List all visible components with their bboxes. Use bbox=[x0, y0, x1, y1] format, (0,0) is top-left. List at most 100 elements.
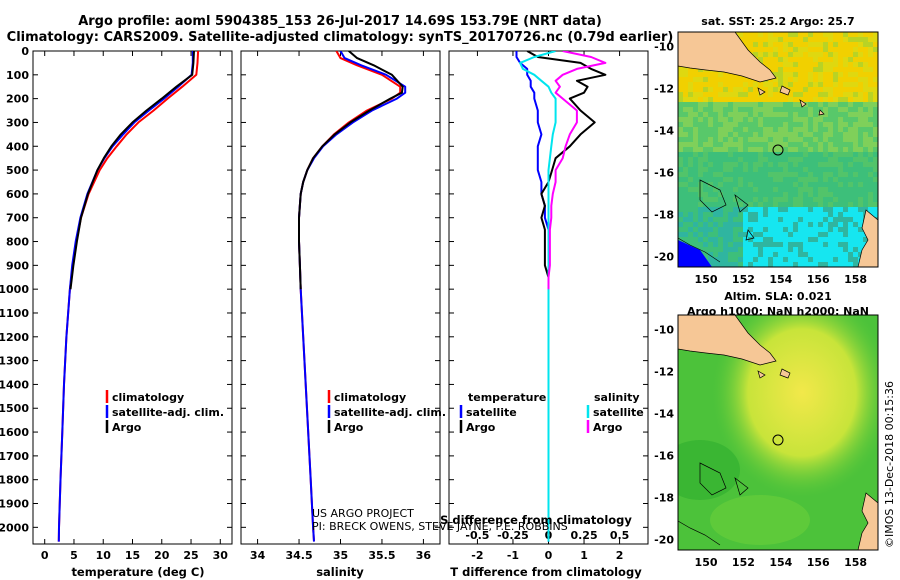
sst-cell bbox=[868, 167, 873, 172]
sst-cell bbox=[718, 212, 723, 217]
sst-cell bbox=[843, 132, 848, 137]
sst-cell bbox=[748, 92, 753, 97]
sst-cell bbox=[693, 92, 698, 97]
sst-cell bbox=[728, 97, 733, 102]
sst-cell bbox=[693, 172, 698, 177]
sst-cell bbox=[843, 57, 848, 62]
sst-cell bbox=[723, 262, 728, 267]
sst-cell bbox=[773, 72, 778, 77]
sst-cell bbox=[783, 62, 788, 67]
sst-cell bbox=[798, 92, 803, 97]
sst-cell bbox=[803, 147, 808, 152]
sst-cell bbox=[733, 152, 738, 157]
sst-cell bbox=[833, 202, 838, 207]
sst-cell bbox=[703, 207, 708, 212]
sst-cell bbox=[838, 162, 843, 167]
sst-cell bbox=[798, 222, 803, 227]
sst-cell bbox=[758, 242, 763, 247]
sst-cell bbox=[838, 62, 843, 67]
sst-cell bbox=[868, 47, 873, 52]
sst-cell bbox=[873, 82, 878, 87]
sst-cell bbox=[803, 142, 808, 147]
sst-cell bbox=[678, 122, 683, 127]
sst-cell bbox=[738, 187, 743, 192]
sst-cell bbox=[853, 77, 858, 82]
sst-cell bbox=[693, 72, 698, 77]
sst-cell bbox=[708, 217, 713, 222]
sst-cell bbox=[833, 97, 838, 102]
sst-cell bbox=[873, 57, 878, 62]
sst-cell bbox=[833, 102, 838, 107]
sst-cell bbox=[773, 37, 778, 42]
sst-cell bbox=[833, 57, 838, 62]
sst-cell bbox=[788, 87, 793, 92]
sst-cell bbox=[783, 242, 788, 247]
sst-cell bbox=[843, 187, 848, 192]
map-lon-label: 156 bbox=[807, 273, 830, 286]
sst-cell bbox=[758, 97, 763, 102]
sst-cell bbox=[768, 167, 773, 172]
sst-cell bbox=[853, 32, 858, 37]
sst-cell bbox=[828, 112, 833, 117]
sst-cell bbox=[723, 212, 728, 217]
sst-cell bbox=[823, 37, 828, 42]
sst-cell bbox=[678, 82, 683, 87]
sst-cell bbox=[798, 107, 803, 112]
sst-cell bbox=[868, 102, 873, 107]
sst-cell bbox=[728, 202, 733, 207]
sst-cell bbox=[863, 197, 868, 202]
sst-cell bbox=[693, 82, 698, 87]
sst-cell bbox=[858, 162, 863, 167]
map-lat-label: -10 bbox=[654, 41, 674, 54]
sst-cell bbox=[788, 107, 793, 112]
sst-cell bbox=[693, 107, 698, 112]
sst-cell bbox=[693, 162, 698, 167]
sst-cell bbox=[848, 67, 853, 72]
sst-cell bbox=[703, 132, 708, 137]
sst-cell bbox=[763, 32, 768, 37]
sst-cell bbox=[808, 87, 813, 92]
sst-cell bbox=[873, 117, 878, 122]
sst-cell bbox=[813, 222, 818, 227]
sst-cell bbox=[788, 167, 793, 172]
sst-cell bbox=[698, 167, 703, 172]
depth-tick-label: 2000 bbox=[0, 521, 29, 534]
sst-cell bbox=[708, 262, 713, 267]
sst-cell bbox=[728, 217, 733, 222]
sst-cell bbox=[833, 87, 838, 92]
sst-cell bbox=[803, 177, 808, 182]
sst-cell bbox=[858, 232, 863, 237]
sst-cell bbox=[778, 72, 783, 77]
sst-cell bbox=[728, 117, 733, 122]
sst-cell bbox=[813, 62, 818, 67]
sst-cell bbox=[768, 262, 773, 267]
sst-cell bbox=[758, 202, 763, 207]
sst-cell bbox=[838, 197, 843, 202]
sst-cell bbox=[868, 202, 873, 207]
sst-cell bbox=[798, 202, 803, 207]
sst-cell bbox=[858, 102, 863, 107]
sst-cell bbox=[818, 242, 823, 247]
sst-cell bbox=[813, 122, 818, 127]
sst-cell bbox=[733, 167, 738, 172]
sst-cell bbox=[723, 227, 728, 232]
sst-cell bbox=[823, 177, 828, 182]
sst-cell bbox=[708, 177, 713, 182]
sst-cell bbox=[688, 127, 693, 132]
sst-cell bbox=[823, 87, 828, 92]
sst-cell bbox=[828, 242, 833, 247]
sst-cell bbox=[773, 162, 778, 167]
sst-cell bbox=[758, 47, 763, 52]
sst-cell bbox=[783, 172, 788, 177]
sst-cell bbox=[748, 247, 753, 252]
sst-cell bbox=[748, 242, 753, 247]
sst-cell bbox=[848, 177, 853, 182]
sst-cell bbox=[823, 167, 828, 172]
sst-cell bbox=[848, 182, 853, 187]
sst-cell bbox=[828, 142, 833, 147]
sst-cell bbox=[818, 137, 823, 142]
sst-cell bbox=[788, 147, 793, 152]
sst-cell bbox=[698, 242, 703, 247]
sst-cell bbox=[788, 62, 793, 67]
sst-cell bbox=[718, 227, 723, 232]
